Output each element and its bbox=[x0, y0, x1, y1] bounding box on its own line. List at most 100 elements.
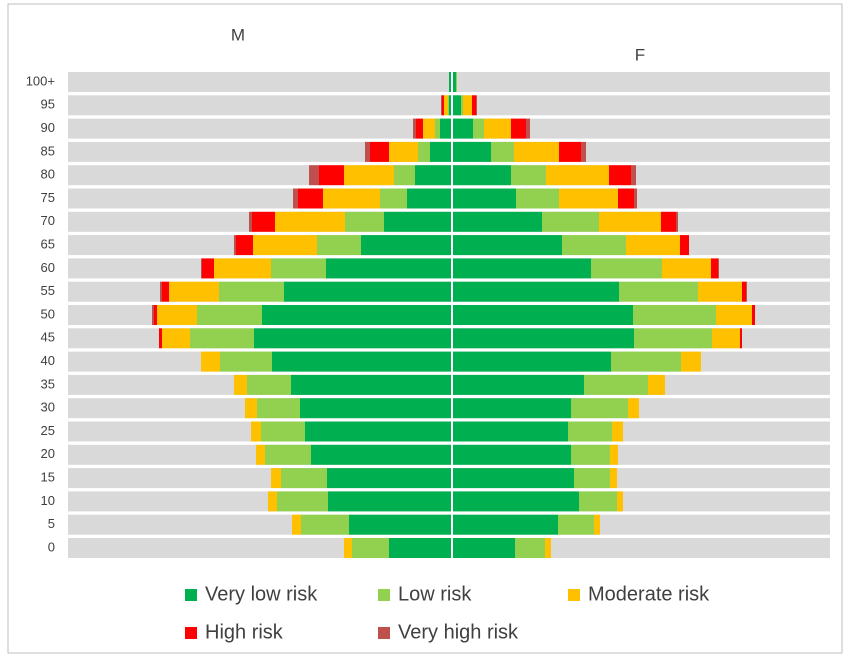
bar-right bbox=[453, 188, 516, 209]
bar-right bbox=[453, 491, 579, 512]
bar-right bbox=[752, 305, 755, 325]
bar-right bbox=[626, 235, 680, 256]
bar-right bbox=[571, 398, 628, 419]
bar-right bbox=[453, 538, 515, 558]
y-tick-label: 45 bbox=[41, 330, 55, 345]
bar-left bbox=[435, 118, 440, 139]
bar-right bbox=[453, 421, 568, 442]
y-tick-label: 100+ bbox=[26, 73, 55, 88]
legend-swatch bbox=[185, 589, 197, 601]
bar-left bbox=[277, 491, 328, 512]
bar-right bbox=[599, 211, 661, 232]
bar-right bbox=[712, 328, 740, 349]
bar-left bbox=[159, 328, 162, 349]
bar-left bbox=[361, 235, 451, 256]
bar-right bbox=[453, 235, 562, 256]
bar-right bbox=[511, 165, 546, 186]
bar-left bbox=[271, 468, 281, 489]
bar-left bbox=[327, 468, 451, 489]
legend-swatch bbox=[378, 589, 390, 601]
bar-right bbox=[516, 188, 559, 209]
bar-left bbox=[271, 258, 326, 279]
bar-right bbox=[453, 141, 491, 162]
bar-left bbox=[201, 351, 220, 372]
bar-right bbox=[619, 281, 698, 302]
bar-left bbox=[442, 95, 444, 116]
bar-left bbox=[305, 421, 451, 442]
y-tick-label: 65 bbox=[41, 237, 55, 252]
bar-left bbox=[317, 235, 361, 256]
legend-label: Very high risk bbox=[398, 621, 519, 643]
bar-right bbox=[453, 211, 542, 232]
y-tick-label: 80 bbox=[41, 167, 55, 182]
bar-left bbox=[262, 305, 451, 325]
y-tick-label: 55 bbox=[41, 283, 55, 298]
bar-left bbox=[154, 305, 157, 325]
bar-right bbox=[453, 258, 591, 279]
bar-right bbox=[562, 235, 626, 256]
right-label: F bbox=[635, 45, 645, 64]
bar-right bbox=[453, 374, 584, 395]
bar-left bbox=[275, 211, 345, 232]
bar-right bbox=[559, 188, 618, 209]
bar-left bbox=[349, 514, 451, 535]
bar-left bbox=[380, 188, 407, 209]
bar-left bbox=[291, 374, 451, 395]
bar-right bbox=[453, 72, 456, 92]
bar-left bbox=[292, 514, 301, 535]
bar-right bbox=[453, 95, 461, 116]
bar-left bbox=[319, 165, 344, 186]
bar-right bbox=[514, 141, 559, 162]
bar-left bbox=[301, 514, 349, 535]
bar-left bbox=[252, 211, 275, 232]
y-tick-label: 60 bbox=[41, 260, 55, 275]
bar-right bbox=[611, 351, 681, 372]
bar-right bbox=[718, 258, 719, 279]
bar-left bbox=[220, 351, 272, 372]
bar-left bbox=[234, 374, 247, 395]
bar-left bbox=[389, 141, 418, 162]
bar-right bbox=[746, 281, 747, 302]
bar-right bbox=[579, 491, 617, 512]
bar-left bbox=[440, 118, 451, 139]
y-tick-label: 10 bbox=[41, 493, 55, 508]
bar-right bbox=[473, 118, 484, 139]
y-tick-label: 0 bbox=[48, 539, 55, 554]
bar-right bbox=[740, 328, 742, 349]
bar-right bbox=[558, 514, 594, 535]
bar-left bbox=[247, 374, 291, 395]
bar-left bbox=[157, 305, 197, 325]
bar-right bbox=[571, 444, 610, 465]
bar-left bbox=[323, 188, 380, 209]
bar-right bbox=[456, 72, 457, 92]
bar-right bbox=[711, 258, 718, 279]
bar-right bbox=[612, 421, 623, 442]
bar-right bbox=[618, 188, 634, 209]
bar-right bbox=[453, 351, 611, 372]
bar-left bbox=[293, 188, 298, 209]
legend-swatch bbox=[185, 627, 197, 639]
bar-left bbox=[254, 328, 451, 349]
bar-right bbox=[661, 211, 676, 232]
bar-left bbox=[344, 165, 394, 186]
bar-left bbox=[449, 72, 451, 92]
bar-right bbox=[631, 165, 636, 186]
y-tick-label: 95 bbox=[41, 97, 55, 112]
bar-left bbox=[328, 491, 451, 512]
bar-right bbox=[628, 398, 639, 419]
bar-right bbox=[581, 141, 586, 162]
bar-right bbox=[634, 328, 712, 349]
bar-left bbox=[384, 211, 451, 232]
y-tick-label: 15 bbox=[41, 470, 55, 485]
bar-left bbox=[345, 211, 384, 232]
y-tick-label: 70 bbox=[41, 213, 55, 228]
bar-left bbox=[407, 188, 451, 209]
bar-left bbox=[268, 491, 277, 512]
bar-right bbox=[463, 95, 472, 116]
bar-right bbox=[698, 281, 742, 302]
bar-right bbox=[453, 444, 571, 465]
bar-left bbox=[190, 328, 254, 349]
bar-left bbox=[370, 141, 389, 162]
bar-right bbox=[484, 118, 511, 139]
bar-left bbox=[197, 305, 262, 325]
